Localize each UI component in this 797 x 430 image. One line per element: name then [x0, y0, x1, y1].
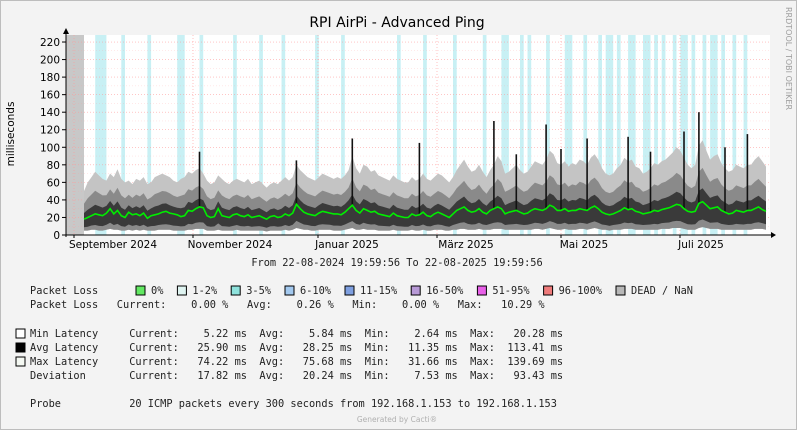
- loss-swatch-2: [230, 285, 241, 296]
- avg-latency-line: [83, 200, 767, 221]
- loss-swatch-1: [176, 285, 187, 296]
- footer-credit: Generated by Cacti®: [357, 415, 437, 424]
- loss-band-16: [527, 35, 532, 235]
- y-tick-label-200: 200: [40, 55, 60, 67]
- avg-latency-row: Avg Latency Current: 25.90 ms Avg: 28.25…: [30, 342, 563, 354]
- loss-band-17: [546, 35, 550, 235]
- latency-areas: [84, 112, 766, 232]
- loss-swatch-label-3: 6-10%: [300, 285, 332, 297]
- min-latency-swatch: [15, 328, 26, 339]
- loss-band-21: [605, 35, 614, 235]
- y-tick-label-140: 140: [40, 107, 60, 119]
- loss-band-25: [654, 35, 658, 235]
- y-tick-label-100: 100: [40, 142, 60, 154]
- probe-row: Probe 20 ICMP packets every 300 seconds …: [30, 398, 557, 410]
- loss-band-29: [691, 35, 696, 235]
- loss-band-12: [453, 35, 457, 235]
- loss-band-24: [643, 35, 651, 235]
- dead-nan-region: [66, 35, 84, 235]
- loss-band-23: [628, 35, 636, 235]
- y-axis-label: milliseconds: [5, 102, 17, 167]
- x-tick-label-4: Mai 2025: [560, 239, 608, 251]
- loss-swatch-6: [476, 285, 487, 296]
- y-tick-label-80: 80: [47, 160, 60, 172]
- loss-swatch-label-1: 1-2%: [192, 285, 218, 297]
- max-latency-swatch: [15, 356, 26, 367]
- y-tick-label-0: 0: [53, 230, 60, 242]
- loss-band-20: [598, 35, 602, 235]
- axes: [63, 28, 776, 238]
- loss-band-32: [721, 35, 725, 235]
- packet-loss-label: Packet Loss: [30, 285, 98, 297]
- loss-band-15: [520, 35, 524, 235]
- loss-band-31: [710, 35, 718, 235]
- loss-band-11: [423, 35, 427, 235]
- x-tick-label-2: Januar 2025: [314, 239, 379, 251]
- packet-loss-stats: Packet Loss Current: 0.00 % Avg: 0.26 % …: [30, 299, 545, 311]
- packet-loss-bands: [95, 35, 748, 235]
- loss-band-19: [583, 35, 588, 235]
- chart-title: RPI AirPi - Advanced Ping: [309, 15, 484, 31]
- loss-swatch-0: [135, 285, 146, 296]
- min-latency-row: Min Latency Current: 5.22 ms Avg: 5.84 m…: [30, 328, 563, 340]
- loss-band-26: [661, 35, 666, 235]
- y-tick-label-120: 120: [40, 125, 60, 137]
- loss-swatch-7: [543, 285, 554, 296]
- loss-swatch-label-7: 96-100%: [559, 285, 603, 297]
- loss-swatch-8: [615, 285, 626, 296]
- loss-band-4: [199, 35, 204, 235]
- loss-band-7: [281, 35, 286, 235]
- loss-swatch-5: [410, 285, 421, 296]
- loss-swatch-4: [344, 285, 355, 296]
- loss-band-1: [121, 35, 125, 235]
- x-tick-label-3: März 2025: [438, 239, 493, 251]
- max-latency-row: Max Latency Current: 74.22 ms Avg: 75.68…: [30, 356, 563, 368]
- y-axis-arrow: [63, 28, 69, 34]
- y-tick-label-160: 160: [40, 90, 60, 102]
- loss-band-33: [732, 35, 737, 235]
- loss-band-6: [259, 35, 263, 235]
- y-tick-labels: 0 20 40 60 80 100 120 140 160 180 200 220: [40, 37, 66, 242]
- loss-band-13: [482, 35, 487, 235]
- loss-band-30: [702, 35, 707, 235]
- loss-band-34: [743, 35, 748, 235]
- loss-band-2: [147, 35, 152, 235]
- y-tick-label-60: 60: [47, 177, 60, 189]
- date-range: From 22-08-2024 19:59:56 To 22-08-2025 1…: [251, 257, 542, 269]
- loss-band-10: [397, 35, 401, 235]
- loss-band-5: [233, 35, 237, 235]
- loss-band-22: [616, 35, 621, 235]
- loss-band-8: [315, 35, 319, 235]
- y-tick-label-220: 220: [40, 37, 60, 49]
- loss-band-3: [177, 35, 185, 235]
- loss-swatch-label-2: 3-5%: [246, 285, 272, 297]
- avg-latency-swatch: [15, 342, 26, 353]
- loss-band-27: [672, 35, 677, 235]
- loss-swatch-3: [284, 285, 295, 296]
- loss-swatch-label-4: 11-15%: [360, 285, 398, 297]
- loss-band-0: [95, 35, 107, 235]
- y-tick-label-180: 180: [40, 72, 60, 84]
- rrdtool-credit: RRDTOOL / TOBI OETIKER: [784, 7, 793, 110]
- y-tick-label-20: 20: [47, 213, 60, 225]
- legend: Packet Loss 0% 1-2% 3-5% 6-10% 11-15% 16-50% 5…: [15, 285, 693, 410]
- loss-swatch-label-6: 51-95%: [492, 285, 530, 297]
- loss-swatch-label-8: DEAD / NaN: [631, 285, 693, 297]
- loss-swatch-label-0: 0%: [151, 285, 164, 297]
- loss-band-14: [501, 35, 509, 235]
- loss-swatches: 0% 1-2% 3-5% 6-10% 11-15% 16-50% 51-95% 96-100%…: [135, 285, 693, 297]
- loss-swatch-label-5: 16-50%: [426, 285, 464, 297]
- inner-deviation-area: [84, 188, 766, 228]
- x-tick-label-5: Juli 2025: [677, 239, 724, 251]
- x-tick-label-0: September 2024: [69, 239, 157, 251]
- x-tick-labels: September 2024 November 2024 Januar 2025 Mä…: [69, 239, 724, 251]
- y-tick-label-40: 40: [47, 195, 60, 207]
- deviation-row: Deviation Current: 17.82 ms Avg: 20.24 m…: [30, 370, 563, 382]
- loss-band-18: [564, 35, 573, 235]
- loss-band-9: [341, 35, 345, 235]
- x-tick-label-1: November 2024: [188, 239, 273, 251]
- avg-latency-path: [83, 200, 767, 221]
- x-axis-arrow: [771, 232, 776, 238]
